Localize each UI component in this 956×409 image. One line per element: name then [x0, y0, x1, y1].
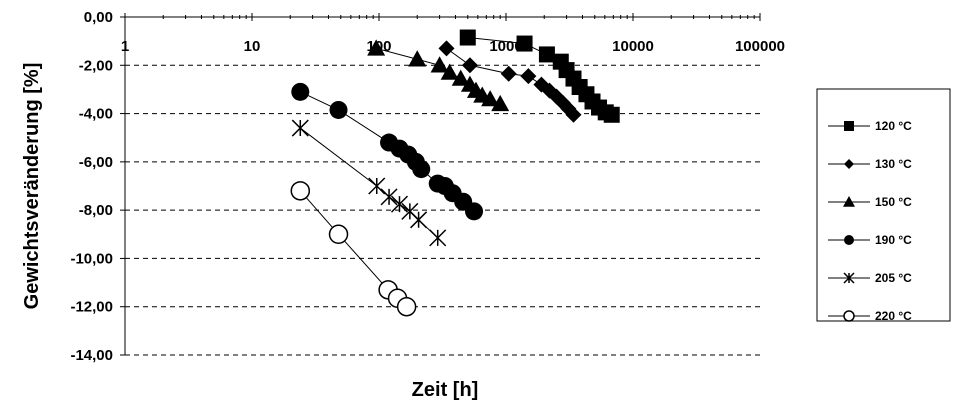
legend-item: 220 °C [828, 309, 912, 323]
legend-marker [844, 235, 854, 245]
series [290, 29, 620, 317]
gridlines [125, 64, 760, 356]
legend-item: 130 °C [828, 157, 912, 171]
data-point [438, 40, 455, 57]
data-point [291, 82, 310, 101]
data-point [500, 65, 517, 82]
data-point [603, 106, 620, 123]
data-point [390, 195, 409, 213]
series-0 [459, 29, 620, 123]
x-tick-label: 10000 [612, 38, 654, 55]
data-point [461, 57, 478, 74]
x-tick-label: 10 [244, 38, 261, 55]
data-point [538, 46, 555, 63]
y-tick-label: -4,00 [79, 106, 113, 123]
legend-marker [844, 121, 854, 131]
legend-items: 120 °C 130 °C 150 °C 190 °C 205 °C 220 °C [828, 119, 912, 323]
y-tick-label: -8,00 [79, 202, 113, 219]
data-point [291, 119, 309, 137]
series-3 [291, 82, 484, 221]
data-point [329, 100, 348, 119]
y-tick-label: -2,00 [79, 57, 113, 74]
legend-marker [844, 159, 854, 169]
legend-box [816, 88, 951, 322]
y-tick-label: -6,00 [79, 154, 113, 171]
axes [124, 15, 760, 355]
data-point [290, 181, 311, 201]
data-point [380, 188, 398, 206]
legend-item: 205 °C [828, 271, 912, 285]
legend-item: 190 °C [828, 233, 912, 247]
data-point [410, 211, 428, 229]
x-tick-label: 1 [121, 38, 129, 55]
data-point [440, 63, 459, 80]
series-1 [438, 40, 582, 123]
legend: 120 °C 130 °C 150 °C 190 °C 205 °C 220 °C [816, 88, 951, 323]
legend-label: 120 °C [875, 119, 912, 133]
y-tick-label: -14,00 [70, 347, 113, 364]
data-point [491, 94, 510, 112]
legend-item: 150 °C [828, 195, 912, 209]
data-point [408, 50, 427, 67]
series-4 [291, 119, 447, 247]
data-point [451, 69, 470, 86]
data-point [368, 177, 386, 195]
legend-label: 130 °C [875, 157, 912, 171]
data-point [465, 202, 484, 221]
data-point [429, 229, 447, 247]
data-point [430, 56, 449, 73]
legend-item: 120 °C [828, 119, 912, 133]
data-point [565, 106, 582, 123]
data-point [516, 35, 533, 52]
legend-label: 190 °C [875, 233, 912, 247]
legend-label: 220 °C [875, 309, 912, 323]
legend-label: 150 °C [875, 195, 912, 209]
y-tick-label: -12,00 [70, 299, 113, 316]
y-axis-title: Gewichtsveränderung [%] [21, 63, 43, 310]
ticks: 0,00 -2,00 -4,00 -6,00 -8,00 -10,00 -12,00 -14,… [70, 9, 785, 364]
data-point [459, 29, 476, 46]
data-point [328, 224, 349, 245]
legend-marker [843, 196, 855, 207]
legend-marker [843, 272, 855, 284]
legend-label: 205 °C [875, 271, 912, 285]
x-tick-label: 100000 [735, 38, 785, 55]
data-point [412, 160, 431, 179]
data-point [367, 39, 386, 56]
legend-marker [843, 310, 855, 322]
y-tick-label: 0,00 [84, 9, 113, 26]
x-axis-title: Zeit [h] [412, 379, 479, 401]
y-tick-label: -10,00 [70, 250, 113, 267]
series-5 [290, 181, 417, 317]
data-point [481, 90, 500, 107]
series-2 [367, 39, 510, 112]
data-point [520, 68, 537, 85]
data-point [396, 296, 417, 317]
